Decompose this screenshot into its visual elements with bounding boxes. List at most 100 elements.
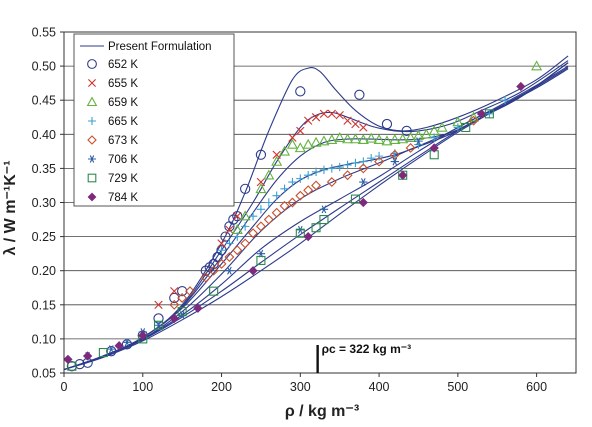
data-point <box>288 133 297 142</box>
data-point <box>311 167 321 177</box>
formulation-curve <box>63 65 569 371</box>
data-point <box>185 286 196 297</box>
data-point <box>66 361 78 372</box>
data-point <box>357 134 369 144</box>
series-784-k <box>63 81 526 364</box>
data-point <box>295 228 305 238</box>
data-point <box>401 125 412 137</box>
y-tick-label: 0.25 <box>32 230 56 244</box>
data-point <box>295 86 306 97</box>
data-point <box>193 303 203 313</box>
data-point <box>303 185 314 196</box>
x-tick-label: 400 <box>369 380 390 394</box>
data-point <box>279 200 290 211</box>
data-point <box>248 266 258 276</box>
data-point <box>319 109 329 119</box>
legend-label: 655 K <box>108 78 138 90</box>
data-point <box>224 252 235 263</box>
legend-line-label: Present Formulation <box>108 41 212 53</box>
critical-density-label: ρc = 322 kg m⁻³ <box>322 342 411 356</box>
data-point <box>248 211 258 221</box>
legend-marker <box>87 192 97 202</box>
data-point <box>177 286 188 297</box>
data-point <box>327 164 337 173</box>
data-point <box>531 60 543 71</box>
data-point <box>389 149 400 160</box>
legend-label: 659 K <box>108 97 138 109</box>
data-point <box>225 239 234 248</box>
data-point <box>225 266 234 275</box>
data-point <box>350 194 360 204</box>
data-point <box>239 210 251 221</box>
legend-label: 665 K <box>108 116 138 128</box>
data-point <box>169 313 179 324</box>
data-point <box>326 177 337 188</box>
data-point <box>326 134 338 144</box>
critical-density-annotation: ρc = 322 kg m⁻³ <box>316 342 411 373</box>
legend-marker <box>88 79 96 87</box>
data-point <box>349 133 361 144</box>
data-point <box>138 330 148 341</box>
data-point <box>225 225 234 234</box>
data-point <box>217 239 226 248</box>
data-point <box>255 183 267 194</box>
data-point <box>106 346 117 357</box>
data-point <box>390 157 400 166</box>
data-point <box>296 126 305 136</box>
legend-box <box>73 33 235 207</box>
data-point <box>358 197 368 208</box>
data-point <box>311 223 321 233</box>
data-point <box>342 133 354 144</box>
data-point <box>294 142 306 153</box>
legend-label: 706 K <box>108 154 138 166</box>
legend-marker <box>87 135 97 145</box>
data-point <box>389 134 401 144</box>
data-point <box>114 341 124 351</box>
legend-marker <box>88 155 96 163</box>
data-point <box>397 133 409 144</box>
data-point <box>319 165 329 174</box>
data-point <box>296 174 305 183</box>
data-point <box>381 118 393 130</box>
data-point <box>485 109 494 119</box>
data-point <box>280 184 289 194</box>
data-point <box>177 293 188 303</box>
data-point <box>476 109 487 119</box>
data-point <box>351 158 360 168</box>
y-tick-label: 0.05 <box>32 367 56 381</box>
data-point <box>154 321 163 330</box>
data-point <box>288 177 297 187</box>
x-tick-label: 300 <box>290 380 311 394</box>
data-point <box>217 246 226 255</box>
data-point <box>500 96 510 105</box>
data-point <box>286 138 298 149</box>
data-point <box>256 205 266 214</box>
x-tick-label: 100 <box>132 380 153 394</box>
data-point <box>342 170 353 181</box>
data-point <box>303 231 313 242</box>
data-point <box>335 162 344 172</box>
legend-label: 652 K <box>108 59 138 71</box>
data-point <box>343 116 352 125</box>
data-point <box>177 307 187 317</box>
data-point <box>319 215 329 225</box>
data-point <box>232 245 243 256</box>
legend-label: 673 K <box>108 135 138 147</box>
data-point <box>256 255 266 266</box>
series-673-k <box>169 115 479 310</box>
legend-marker <box>88 117 96 125</box>
data-point <box>271 207 282 218</box>
data-point <box>429 143 439 153</box>
data-point <box>405 142 416 153</box>
data-point <box>153 320 164 330</box>
data-point <box>468 111 480 122</box>
data-point <box>327 109 337 119</box>
data-point <box>303 171 313 180</box>
data-point <box>303 116 313 125</box>
y-tick-label: 0.55 <box>32 26 56 40</box>
data-point <box>436 121 448 132</box>
data-point <box>398 170 408 180</box>
data-point <box>279 145 291 156</box>
data-point <box>216 258 227 269</box>
